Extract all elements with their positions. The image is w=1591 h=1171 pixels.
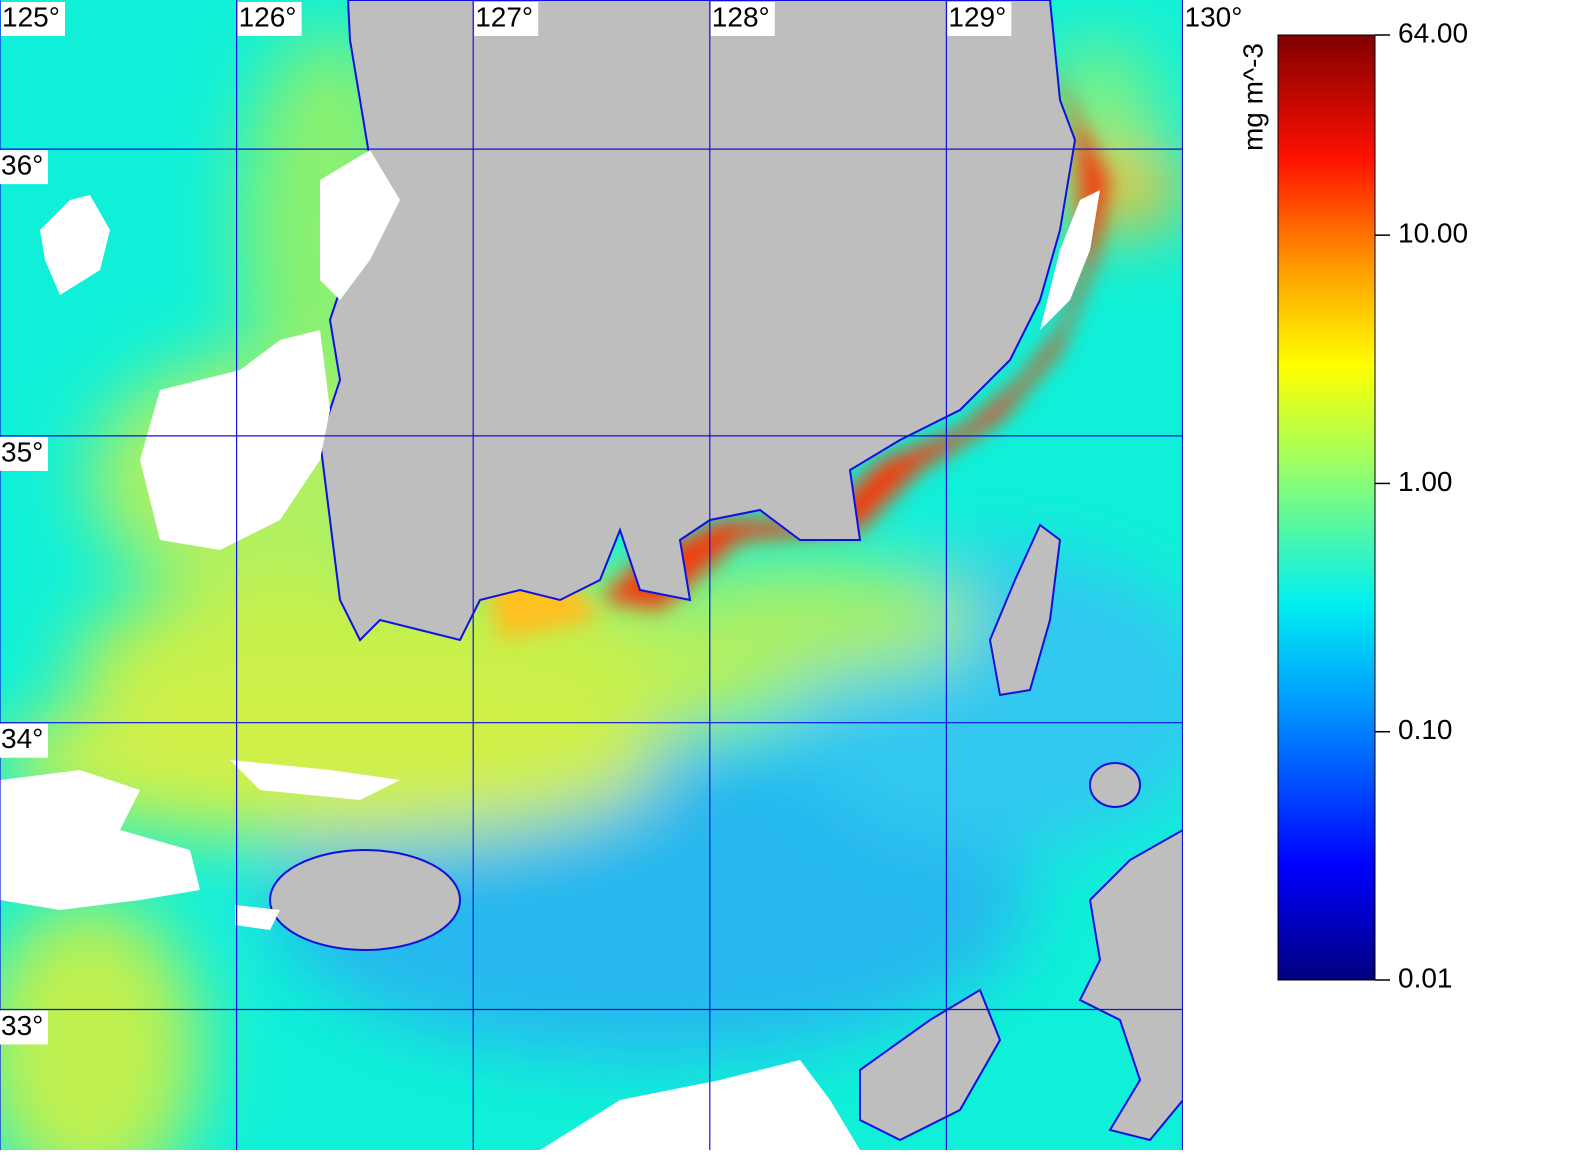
longitude-label: 128° — [712, 1, 770, 32]
label-background — [0, 150, 48, 185]
label-background — [1, 2, 65, 36]
longitude-label: 126° — [239, 1, 297, 32]
latitude-label: 34° — [1, 723, 43, 754]
colorbar-tick-label: 10.00 — [1398, 218, 1468, 249]
label-background — [0, 1010, 48, 1045]
cloud-mask — [0, 150, 1100, 1150]
chlorophyll-field — [0, 30, 1183, 1150]
label-background — [710, 2, 775, 36]
land — [269, 0, 1183, 1142]
label-background — [0, 723, 48, 758]
colorbar-tick-label: 1.00 — [1398, 466, 1453, 497]
longitude-label: 130° — [1185, 1, 1243, 32]
latitude-label: 36° — [1, 150, 43, 181]
label-background — [474, 2, 539, 36]
latitude-label: 33° — [1, 1010, 43, 1041]
map-area — [0, 0, 1183, 1150]
longitude-label: 129° — [948, 1, 1006, 32]
label-background — [947, 2, 1012, 36]
longitude-label: 127° — [475, 1, 533, 32]
colorbar-tick-label: 64.00 — [1398, 17, 1468, 48]
colorbar-ticks: 64.00 10.00 1.00 0.10 0.01 — [1375, 17, 1468, 993]
longitude-label: 125° — [2, 1, 60, 32]
label-background — [0, 436, 48, 471]
colorbar-tick-label: 0.01 — [1398, 962, 1453, 993]
label-background — [237, 2, 302, 36]
label-background — [1183, 2, 1248, 36]
colorbar-tick-label: 0.10 — [1398, 714, 1453, 745]
graticule — [0, 0, 1183, 1150]
colorbar — [1277, 34, 1376, 981]
graticule-labels: 125° 126° 127° 128° 129° 130° 36° 35° 34° 33° — [0, 1, 1248, 1045]
colorbar-label: mg m^-3 — [1237, 43, 1268, 151]
latitude-label: 35° — [1, 436, 43, 467]
